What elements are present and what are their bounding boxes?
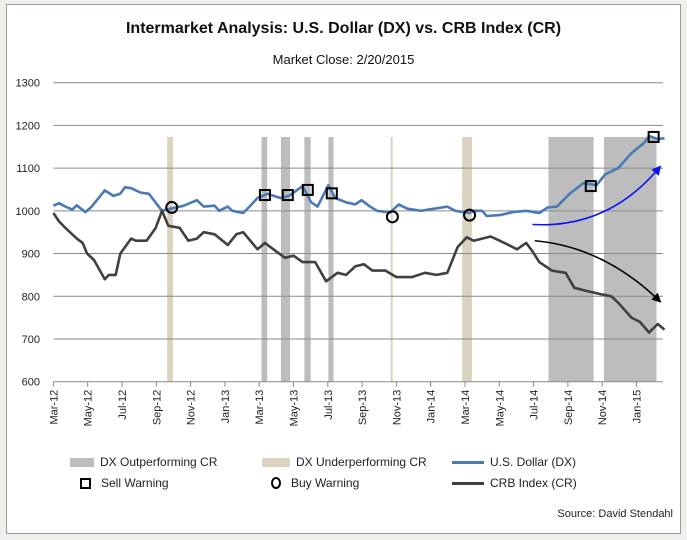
legend-swatch-underperform (262, 457, 290, 467)
x-tick-label: May-14 (494, 390, 506, 427)
legend-label: Buy Warning (291, 476, 360, 490)
band-outperform (280, 136, 291, 382)
x-tick-label: Mar-13 (254, 390, 266, 425)
y-tick-label: 800 (22, 291, 40, 303)
trend-arrow-down (534, 239, 662, 303)
x-tick-label: Jan-15 (632, 390, 644, 424)
y-tick-label: 1300 (16, 78, 40, 90)
x-tick-label: Nov-14 (597, 390, 609, 425)
x-tick-label: Nov-13 (391, 390, 403, 425)
y-tick-label: 600 (22, 377, 40, 389)
band-outperform (261, 136, 268, 382)
legend-dx: U.S. Dollar (DX) (452, 455, 576, 469)
legend-underperform: DX Underperforming CR (262, 455, 427, 469)
legend-outperform: DX Outperforming CR (70, 455, 217, 469)
band-underperform (167, 136, 173, 382)
y-tick-label: 700 (22, 334, 40, 346)
band-outperform (328, 136, 334, 382)
series-line-dx (52, 134, 665, 218)
x-tick-label: Jul-12 (117, 390, 129, 420)
x-tick-label: Nov-12 (186, 390, 198, 425)
sell-warning-marker (584, 180, 597, 193)
chart-title: Intermarket Analysis: U.S. Dollar (DX) v… (125, 20, 562, 37)
buy-warning-marker (385, 210, 399, 224)
band-underperform (462, 136, 472, 382)
sell-warning-marker (301, 183, 314, 196)
legend-label: CRB Index (CR) (490, 476, 577, 490)
x-tick-label: Jan-13 (220, 390, 232, 424)
trend-arrow-up (532, 165, 662, 226)
x-tick-label: May-12 (83, 390, 95, 427)
legend-label: DX Outperforming CR (100, 455, 218, 469)
band-underperform (390, 136, 393, 382)
legend-swatch-cr (452, 481, 484, 485)
band-outperform (603, 136, 657, 382)
x-tick-label: Mar-12 (48, 390, 60, 425)
band-outperform (304, 136, 311, 382)
sell-warning-marker (258, 189, 271, 202)
x-tick-label: Jul-14 (529, 390, 541, 420)
sell-warning-marker (325, 187, 338, 200)
sell-warning-marker (647, 130, 660, 143)
legend-label: DX Underperforming CR (296, 455, 427, 469)
series-line-cr (52, 209, 666, 334)
y-tick-label: 1000 (16, 206, 40, 218)
source-note: Source: David Stendahl (557, 508, 673, 520)
legend-buy: Buy Warning (271, 476, 359, 490)
legend-cr: CRB Index (CR) (452, 476, 577, 490)
chart-subtitle: Market Close: 2/20/2015 (272, 52, 415, 67)
buy-warning-marker (165, 200, 179, 214)
y-tick-label: 1200 (16, 120, 40, 132)
x-tick-label: Sep-14 (563, 390, 575, 425)
x-tick-label: Sep-12 (151, 390, 163, 425)
x-tick-label: Jan-14 (426, 390, 438, 424)
legend-sell: Sell Warning (80, 476, 169, 490)
buy-warning-marker (463, 208, 477, 222)
x-tick-label: Mar-14 (460, 390, 472, 425)
x-tick-label: Jul-13 (323, 390, 335, 420)
band-outperform (548, 136, 594, 382)
legend-label: U.S. Dollar (DX) (490, 455, 577, 469)
x-tick-label: May-13 (289, 390, 301, 427)
sell-square-icon (80, 477, 91, 489)
legend-swatch-dx (452, 460, 484, 464)
legend-swatch-outperform (70, 457, 94, 467)
y-tick-label: 1100 (16, 163, 40, 175)
buy-circle-icon (271, 477, 281, 489)
legend-label: Sell Warning (101, 476, 169, 490)
sell-warning-marker (281, 189, 294, 202)
y-tick-label: 900 (22, 249, 40, 261)
x-tick-label: Sep-13 (357, 390, 369, 425)
